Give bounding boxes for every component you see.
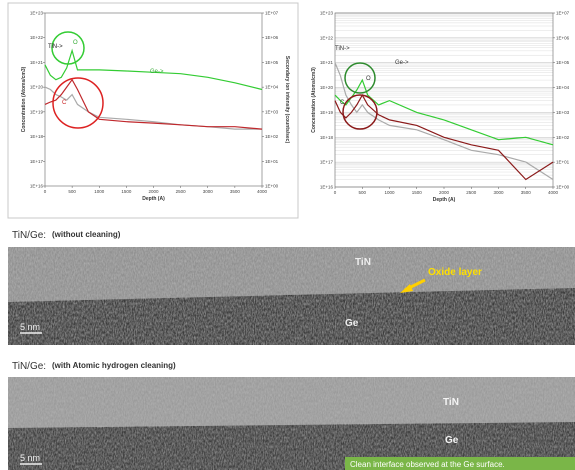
- x-axis-title: Depth (A): [433, 197, 456, 203]
- y-tick-label: 1E+20: [30, 85, 44, 90]
- y-tick-label: 1E+22: [30, 35, 44, 40]
- annotation: O: [366, 76, 371, 82]
- tem-image: [8, 247, 575, 345]
- annotation: Ge->: [395, 60, 409, 66]
- y2-tick-label: 1E+00: [556, 185, 570, 190]
- sims-chart: 1E+16 1E+17 1E+18 1E+19 1E+20 1E+21 1E+22 1E+23…: [311, 11, 570, 204]
- y-tick-label: 1E+18: [30, 134, 44, 139]
- y2-tick-label: 1E+07: [556, 11, 570, 16]
- x-tick-label: 3500: [230, 189, 241, 194]
- y-tick-label: 1E+17: [30, 159, 44, 164]
- highlight-circle: [342, 94, 378, 130]
- chart-frame: [7, 2, 299, 219]
- x-tick-label: 0: [334, 190, 337, 195]
- series-line: [334, 93, 554, 181]
- x-tick-label: 1500: [121, 189, 132, 194]
- y-tick-label: 1E+19: [320, 110, 334, 115]
- layer-label: TiN: [355, 257, 371, 268]
- y2-tick-label: 1E+05: [265, 60, 279, 65]
- y-tick-label: 1E+23: [30, 11, 44, 16]
- highlight-circle: [52, 77, 104, 129]
- y2-tick-label: 1E+04: [265, 85, 279, 90]
- x-tick-label: 0: [44, 189, 47, 194]
- panel-subheading: (without cleaning): [52, 230, 121, 239]
- x-tick-label: 2500: [176, 189, 187, 194]
- y2-tick-label: 1E+02: [556, 135, 570, 140]
- scale-bar-label: 5 nm: [20, 322, 40, 332]
- y2-tick-label: 1E+03: [265, 109, 279, 114]
- panel-heading: TiN/Ge:: [12, 361, 46, 372]
- y-tick-label: 1E+21: [30, 60, 44, 65]
- x-axis-title: Depth (A): [142, 196, 165, 202]
- y-tick-label: 1E+17: [320, 160, 334, 165]
- highlight-circle: [51, 31, 85, 65]
- y2-tick-label: 1E+01: [265, 159, 279, 164]
- tem-image: [8, 377, 575, 470]
- series-line: [44, 78, 263, 130]
- y-tick-label: 1E+16: [320, 185, 334, 190]
- x-tick-label: 2000: [148, 189, 159, 194]
- x-tick-label: 4000: [548, 190, 559, 195]
- y2-tick-label: 1E+01: [556, 160, 570, 165]
- annotation: Ge->: [150, 69, 164, 75]
- y-tick-label: 1E+18: [320, 135, 334, 140]
- annotation: C: [340, 100, 345, 106]
- y2-tick-label: 1E+06: [265, 35, 279, 40]
- x-tick-label: 500: [358, 190, 366, 195]
- annotation: O: [73, 40, 78, 46]
- x-tick-label: 4000: [257, 189, 268, 194]
- y-axis-title: Concentration (Atoms/cm3): [21, 66, 27, 132]
- y-tick-label: 1E+23: [320, 11, 334, 16]
- y2-axis-title: Secondary ion intensity (counts/sec): [284, 56, 290, 144]
- plot-area: [334, 12, 554, 188]
- series-line: [334, 62, 554, 181]
- series-line: [334, 78, 554, 146]
- annotation: TiN->: [48, 44, 63, 50]
- layer-label: Oxide layer: [428, 267, 482, 278]
- panel-heading: TiN/Ge:: [12, 230, 46, 241]
- series-line: [44, 48, 263, 91]
- y2-tick-label: 1E+02: [265, 134, 279, 139]
- highlight-circle: [344, 62, 376, 94]
- caption-box: [345, 457, 575, 470]
- y2-tick-label: 1E+04: [556, 85, 570, 90]
- y-tick-label: 1E+19: [30, 109, 44, 114]
- x-tick-label: 3000: [203, 189, 214, 194]
- x-tick-label: 1000: [94, 189, 105, 194]
- panel-subheading: (with Atomic hydrogen cleaning): [52, 361, 176, 370]
- scale-bar-label: 5 nm: [20, 453, 40, 463]
- y-tick-label: 1E+22: [320, 35, 334, 40]
- caption: Clean interface observed at the Ge surfa…: [350, 460, 505, 469]
- annotation: TiN->: [335, 46, 350, 52]
- plot-area: [44, 12, 263, 187]
- sims-chart: 1E+16 1E+17 1E+18 1E+19 1E+20 1E+21 1E+22 1E+23…: [21, 11, 290, 203]
- y2-tick-label: 1E+00: [265, 184, 279, 189]
- x-tick-label: 2000: [439, 190, 450, 195]
- y2-tick-label: 1E+05: [556, 60, 570, 65]
- x-tick-label: 500: [68, 189, 76, 194]
- y2-tick-label: 1E+07: [265, 11, 279, 16]
- x-tick-label: 2500: [466, 190, 477, 195]
- layer-label: TiN: [443, 397, 459, 408]
- layer-label: Ge: [445, 435, 459, 446]
- annotation: C: [62, 100, 67, 106]
- y-axis-title: Concentration (Atoms/cm3): [311, 67, 317, 133]
- y-tick-label: 1E+20: [320, 85, 334, 90]
- y-tick-label: 1E+16: [30, 184, 44, 189]
- x-tick-label: 3500: [521, 190, 532, 195]
- y2-tick-label: 1E+06: [556, 35, 570, 40]
- y-tick-label: 1E+21: [320, 60, 334, 65]
- x-tick-label: 1000: [384, 190, 395, 195]
- layer-label: Ge: [345, 318, 359, 329]
- y2-tick-label: 1E+03: [556, 110, 570, 115]
- x-tick-label: 1500: [412, 190, 423, 195]
- x-tick-label: 3000: [493, 190, 504, 195]
